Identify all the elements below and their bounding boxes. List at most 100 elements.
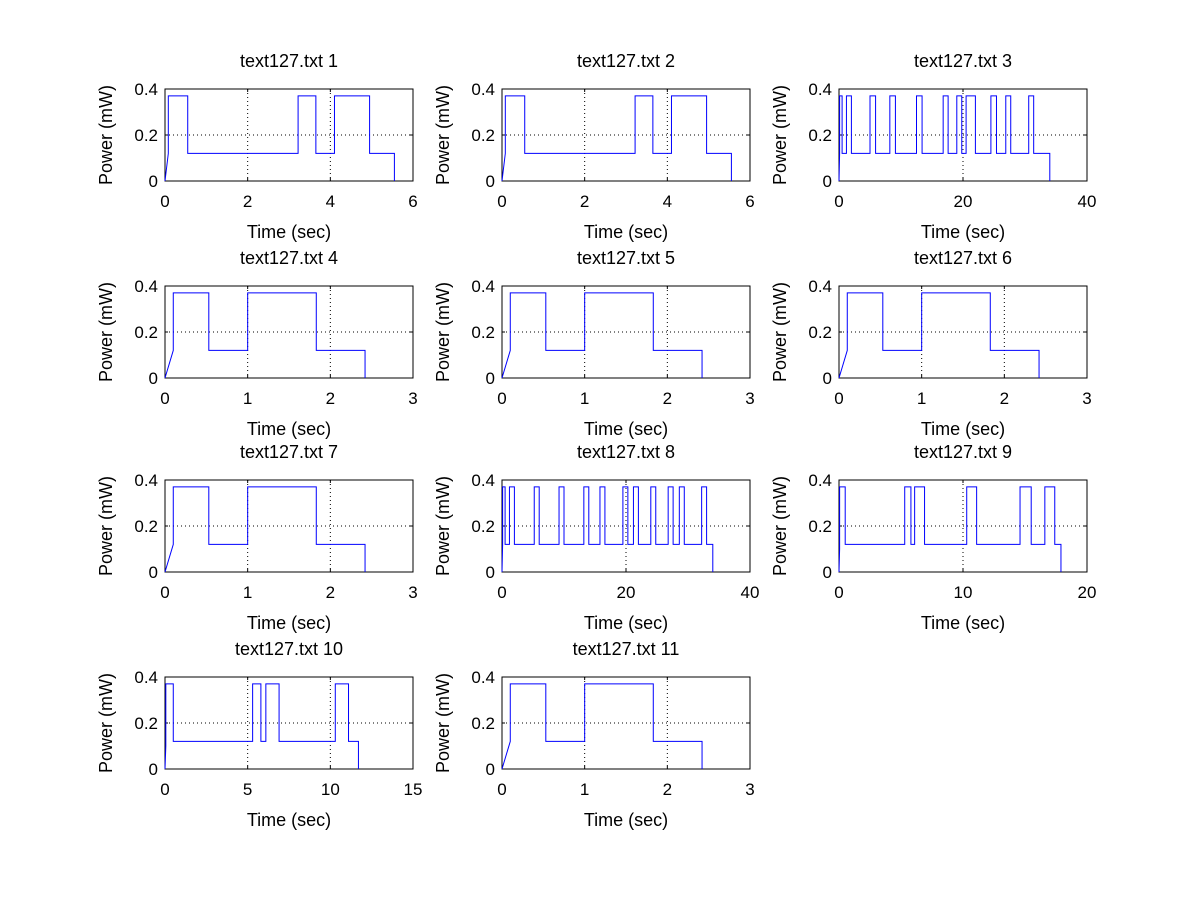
x-tick-label: 3 <box>745 389 754 408</box>
y-tick-label: 0 <box>149 563 158 582</box>
y-tick-label: 0.2 <box>808 517 832 536</box>
x-tick-label: 40 <box>1078 192 1097 211</box>
x-tick-label: 20 <box>617 583 636 602</box>
x-tick-label: 0 <box>497 583 506 602</box>
x-tick-label: 0 <box>497 780 506 799</box>
x-tick-label: 3 <box>745 780 754 799</box>
y-tick-label: 0.4 <box>134 277 158 296</box>
subplot-title: text127.txt 6 <box>914 248 1012 268</box>
x-axis-label: Time (sec) <box>247 222 331 242</box>
subplot-title: text127.txt 9 <box>914 442 1012 462</box>
subplot-9: 0 10 20 0 0.2 0.4 text127.txt 9 Time (sec) Power… <box>770 442 1096 633</box>
y-axis-label: Power (mW) <box>433 282 453 382</box>
y-tick-label: 0.2 <box>471 714 495 733</box>
power-series-line <box>501 683 703 770</box>
y-tick-label: 0.4 <box>471 277 495 296</box>
x-tick-label: 1 <box>580 780 589 799</box>
power-series-line <box>164 95 395 182</box>
subplot-6: 0 1 2 3 0 0.2 0.4 text127.txt 6 Time (sec) Power … <box>770 248 1092 439</box>
y-tick-label: 0.4 <box>808 80 832 99</box>
subplot-title: text127.txt 8 <box>577 442 675 462</box>
x-tick-label: 0 <box>160 780 169 799</box>
subplot-5: 0 1 2 3 0 0.2 0.4 text127.txt 5 Time (sec) Power … <box>433 248 755 439</box>
y-tick-label: 0 <box>149 369 158 388</box>
subplot-2: 0 2 4 6 0 0.2 0.4 text127.txt 2 Time (sec) Power … <box>433 51 755 242</box>
subplot-1: 0 2 4 6 0 0.2 0.4 text127.txt 1 Time (sec) Power … <box>96 51 418 242</box>
subplot-title: text127.txt 4 <box>240 248 338 268</box>
y-axis-label: Power (mW) <box>433 85 453 185</box>
power-series-line <box>164 486 366 573</box>
x-tick-label: 0 <box>160 192 169 211</box>
x-tick-label: 6 <box>408 192 417 211</box>
y-tick-label: 0 <box>149 172 158 191</box>
y-axis-label: Power (mW) <box>96 85 116 185</box>
power-series-line <box>164 683 359 770</box>
y-tick-label: 0.2 <box>134 714 158 733</box>
x-axis-label: Time (sec) <box>247 613 331 633</box>
y-tick-label: 0.4 <box>134 80 158 99</box>
y-tick-label: 0.4 <box>134 471 158 490</box>
y-axis-label: Power (mW) <box>433 476 453 576</box>
x-tick-label: 3 <box>408 389 417 408</box>
x-tick-label: 6 <box>745 192 754 211</box>
y-axis-label: Power (mW) <box>770 282 790 382</box>
power-series-line <box>164 292 366 379</box>
x-tick-label: 0 <box>834 389 843 408</box>
subplot-title: text127.txt 11 <box>573 639 680 659</box>
y-tick-label: 0.2 <box>134 126 158 145</box>
x-tick-label: 1 <box>243 583 252 602</box>
y-tick-label: 0.2 <box>134 323 158 342</box>
x-tick-label: 2 <box>663 389 672 408</box>
x-axis-label: Time (sec) <box>584 613 668 633</box>
y-tick-label: 0.4 <box>808 277 832 296</box>
x-tick-label: 20 <box>954 192 973 211</box>
y-axis-label: Power (mW) <box>770 85 790 185</box>
y-tick-label: 0.2 <box>808 323 832 342</box>
x-tick-label: 10 <box>954 583 973 602</box>
y-tick-label: 0.4 <box>471 80 495 99</box>
y-tick-label: 0 <box>486 760 495 779</box>
subplot-title: text127.txt 2 <box>577 51 675 71</box>
y-tick-label: 0 <box>149 760 158 779</box>
x-tick-label: 20 <box>1078 583 1097 602</box>
subplot-title: text127.txt 10 <box>235 639 343 659</box>
y-tick-label: 0.2 <box>808 126 832 145</box>
x-tick-label: 40 <box>741 583 760 602</box>
x-tick-label: 1 <box>243 389 252 408</box>
x-axis-label: Time (sec) <box>921 222 1005 242</box>
x-tick-label: 2 <box>243 192 252 211</box>
subplot-7: 0 1 2 3 0 0.2 0.4 text127.txt 7 Time (sec) Power … <box>96 442 418 633</box>
x-tick-label: 2 <box>580 192 589 211</box>
x-axis-label: Time (sec) <box>921 419 1005 439</box>
subplot-10: 0 5 10 15 0 0.2 0.4 text127.txt 10 Time (sec) Pow… <box>96 639 422 830</box>
power-series-line <box>838 486 1062 573</box>
power-series-line <box>501 292 703 379</box>
y-tick-label: 0.2 <box>471 517 495 536</box>
power-series-line <box>501 95 732 182</box>
y-tick-label: 0 <box>486 172 495 191</box>
x-axis-label: Time (sec) <box>247 419 331 439</box>
x-axis-label: Time (sec) <box>584 419 668 439</box>
x-tick-label: 4 <box>663 192 672 211</box>
y-tick-label: 0.4 <box>471 668 495 687</box>
y-axis-label: Power (mW) <box>96 476 116 576</box>
x-tick-label: 0 <box>497 192 506 211</box>
x-tick-label: 2 <box>1000 389 1009 408</box>
subplot-8: 0 20 40 0 0.2 0.4 text127.txt 8 Time (sec) Power… <box>433 442 759 633</box>
y-axis-label: Power (mW) <box>96 282 116 382</box>
power-series-line <box>501 486 714 573</box>
y-tick-label: 0.4 <box>134 668 158 687</box>
x-axis-label: Time (sec) <box>584 810 668 830</box>
power-series-line <box>838 292 1040 379</box>
x-tick-label: 2 <box>326 583 335 602</box>
x-tick-label: 0 <box>160 583 169 602</box>
x-tick-label: 1 <box>580 389 589 408</box>
power-series-line <box>838 95 1051 182</box>
y-tick-label: 0.2 <box>471 323 495 342</box>
subplot-3: 0 20 40 0 0.2 0.4 text127.txt 3 Time (sec) Power… <box>770 51 1096 242</box>
x-axis-label: Time (sec) <box>921 613 1005 633</box>
y-tick-label: 0 <box>823 369 832 388</box>
y-tick-label: 0.4 <box>808 471 832 490</box>
subplot-title: text127.txt 5 <box>577 248 675 268</box>
